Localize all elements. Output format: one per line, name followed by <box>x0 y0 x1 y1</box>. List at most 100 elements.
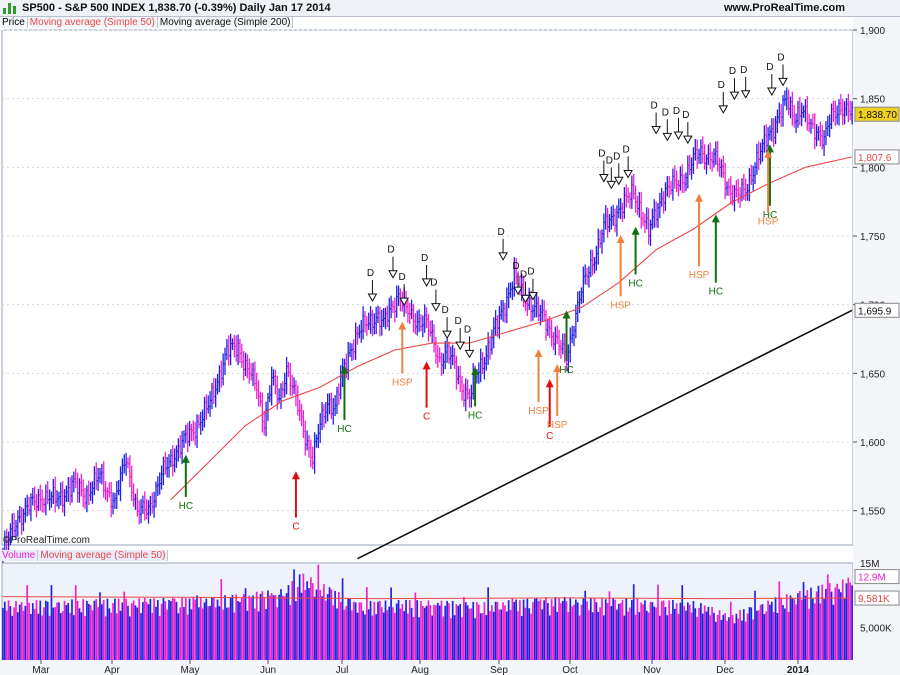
volume-bar <box>237 601 239 660</box>
volume-bar <box>496 602 499 660</box>
volume-bar <box>330 589 333 660</box>
divergence-marker <box>442 330 452 340</box>
latest-volume-box <box>854 569 900 585</box>
volume-bar <box>666 615 669 660</box>
volume-bar <box>791 597 794 660</box>
volume-bar <box>410 607 413 660</box>
volume-bar <box>384 600 387 660</box>
volume-bar <box>668 600 671 660</box>
volume-bar <box>840 592 842 660</box>
divergence-label: D <box>527 267 534 278</box>
volume-bar <box>836 583 838 660</box>
volume-bar <box>121 602 124 660</box>
volume-bar <box>3 601 6 660</box>
volume-bar <box>132 600 135 660</box>
volume-bar <box>825 588 827 660</box>
volume-bar <box>352 601 355 660</box>
volume-bar <box>26 585 29 660</box>
volume-bar <box>487 587 489 660</box>
chart-header: SP500 - S&P 500 INDEX 1,838.70 (-0.39%) … <box>0 0 900 17</box>
volume-bar <box>91 610 94 660</box>
volume-bar <box>321 596 323 660</box>
volume-bar <box>373 601 376 660</box>
volume-bar <box>517 611 519 660</box>
volume-bar <box>627 611 629 660</box>
volume-bar <box>380 607 383 660</box>
volume-bar <box>379 600 381 660</box>
volume-bar <box>828 583 831 660</box>
volume-bar <box>569 597 572 660</box>
divergence-label: D <box>777 52 784 63</box>
volume-bar <box>793 599 796 660</box>
legend-volume[interactable]: Volume <box>0 550 39 561</box>
divergence-label: D <box>682 110 689 121</box>
divergence-label: D <box>650 100 657 111</box>
volume-bar <box>265 608 267 660</box>
x-tick-label: Sep <box>490 665 508 675</box>
volume-bar <box>2 607 4 660</box>
volume-bar <box>61 611 64 660</box>
volume-bar <box>675 603 678 660</box>
volume-bar <box>560 603 562 660</box>
volume-bar <box>679 602 682 660</box>
volume-bar <box>677 613 680 660</box>
volume-bar <box>504 605 506 660</box>
volume-bar <box>720 619 723 660</box>
volume-bar <box>99 592 101 660</box>
volume-bar <box>222 609 224 660</box>
divergence-marker <box>520 294 531 304</box>
volume-bar <box>537 601 540 660</box>
volume-bar <box>703 605 706 660</box>
volume-bar <box>567 612 570 660</box>
volume-bar <box>741 620 743 660</box>
volume-bar <box>323 584 325 660</box>
volume-bar <box>326 594 329 660</box>
volume-bar <box>515 599 517 660</box>
volume-bar <box>813 603 816 660</box>
volume-bar <box>394 612 396 660</box>
volume-bar <box>214 607 217 660</box>
volume-bar <box>56 602 58 660</box>
y-tick-label: 1,850 <box>860 95 885 106</box>
price-legend: Price Moving average (Simple 50) Moving av… <box>0 17 294 30</box>
divergence-label: D <box>623 144 630 155</box>
volume-bar <box>239 602 241 660</box>
volume-bar <box>612 598 615 660</box>
volume-bar <box>101 604 103 660</box>
volume-bar <box>519 600 521 660</box>
volume-bar <box>220 579 223 660</box>
volume-bar <box>565 601 568 660</box>
divergence-label: D <box>464 324 471 335</box>
volume-bar <box>823 599 825 660</box>
legend-volume-ma50[interactable]: Moving average (Simple 50) <box>38 550 169 561</box>
x-tick-label: Dec <box>716 665 734 675</box>
volume-bar <box>470 608 473 660</box>
volume-bar <box>166 609 169 660</box>
volume-tick-label: 5,000K <box>860 624 892 635</box>
volume-bar <box>502 602 504 660</box>
volume-bar <box>267 590 269 660</box>
volume-bar <box>513 601 516 660</box>
legend-price[interactable]: Price <box>0 17 28 28</box>
volume-bar <box>5 610 8 660</box>
divergence-marker <box>421 278 432 287</box>
volume-bar <box>242 594 245 660</box>
volume-bar <box>468 608 471 660</box>
volume-bar <box>295 601 297 660</box>
volume-bar <box>123 591 126 660</box>
divergence-label: D <box>606 155 613 166</box>
legend-ma200[interactable]: Moving average (Simple 200) <box>157 17 294 28</box>
volume-bar <box>421 605 424 660</box>
volume-bar <box>685 610 687 660</box>
volume-bar <box>657 584 659 660</box>
divergence-label: D <box>613 151 620 162</box>
volume-bar <box>259 594 262 660</box>
volume-bar <box>199 597 202 660</box>
site-name[interactable]: www.ProRealTime.com <box>723 2 845 14</box>
volume-bar <box>522 599 525 660</box>
volume-bar <box>227 607 230 660</box>
legend-ma50[interactable]: Moving average (Simple 50) <box>27 17 158 28</box>
volume-bar <box>700 603 702 660</box>
volume-bar <box>784 608 786 660</box>
volume-bar <box>420 601 422 660</box>
